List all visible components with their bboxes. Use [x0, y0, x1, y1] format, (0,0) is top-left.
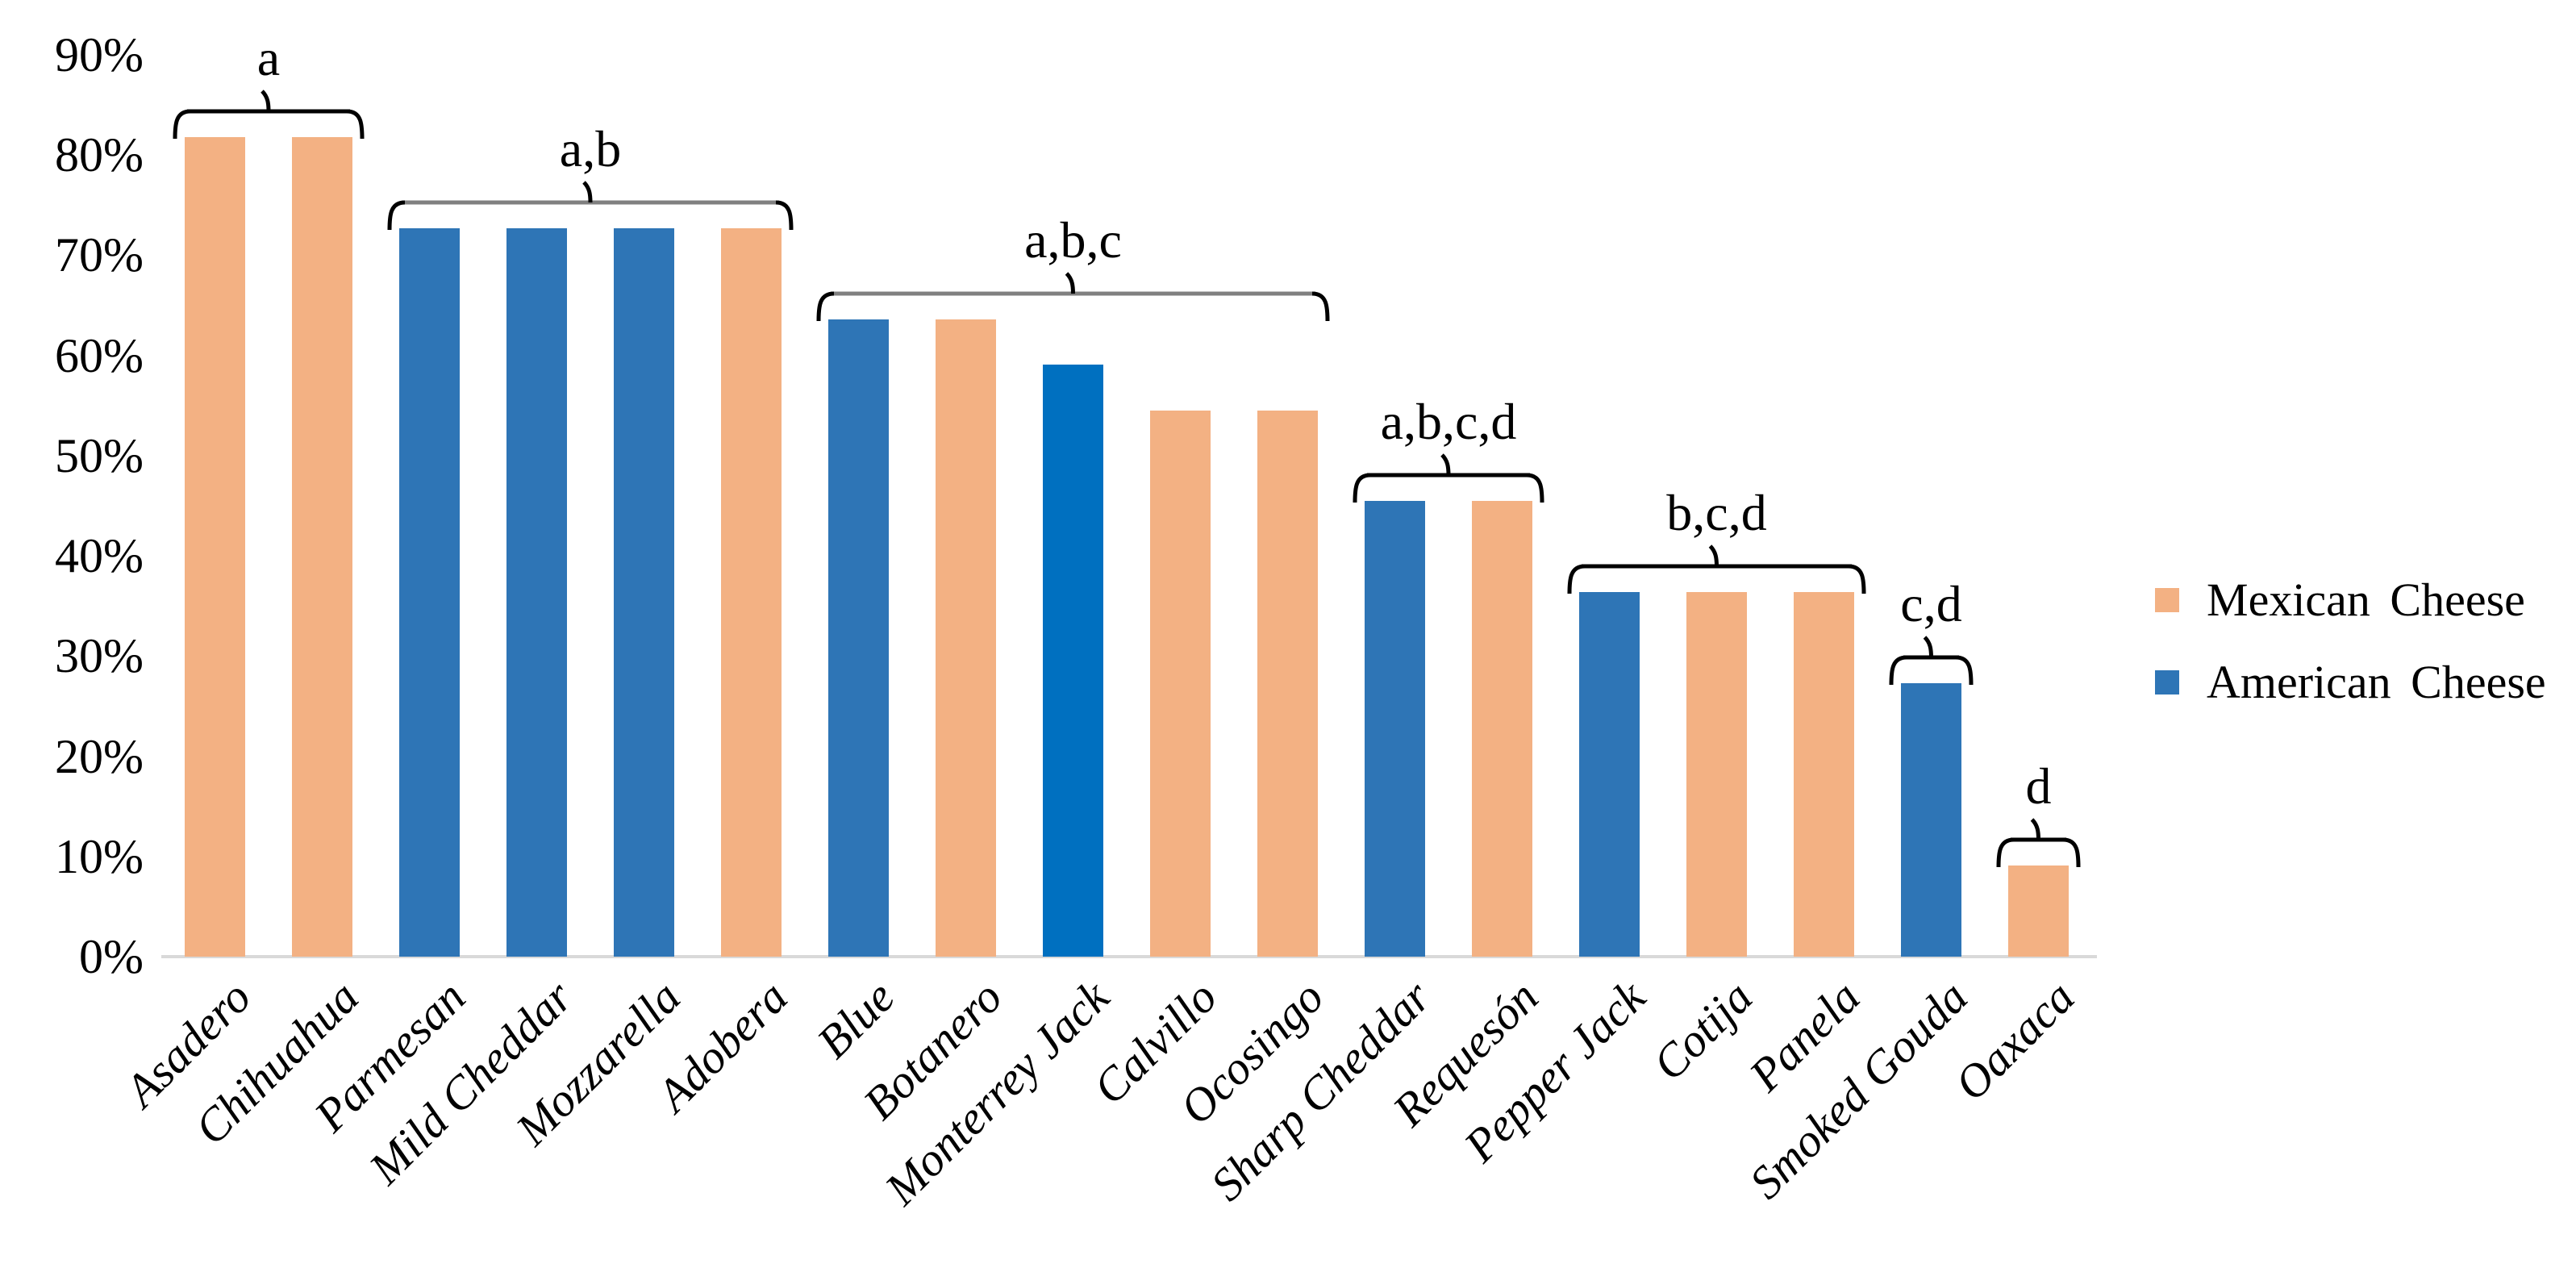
x-axis-label-blue: Blue: [807, 970, 905, 1069]
significance-bracket-a-b-c: [816, 272, 1330, 321]
bar-blue: [828, 319, 889, 957]
bar-adobera: [721, 227, 782, 957]
significance-label-a-b-c-d: a,b,c,d: [1380, 392, 1517, 450]
significance-bracket-d: [1996, 818, 2081, 867]
legend-item-mexican-cheese: Mexican Cheese: [2155, 576, 2525, 624]
significance-bracket-a-b: [387, 181, 794, 230]
significance-bracket-b-c-d: [1567, 544, 1866, 594]
significance-label-a-b-c: a,b,c: [1024, 211, 1122, 269]
x-axis-label-reques-n: Requesón: [1382, 970, 1549, 1137]
bar-parmesan: [399, 227, 460, 957]
x-axis-label-panela: Panela: [1739, 970, 1870, 1102]
bar-asadero: [185, 136, 245, 957]
y-axis-tick-label: 40%: [55, 529, 144, 583]
bar-ocosingo: [1257, 410, 1318, 957]
x-axis-label-pepper-jack: Pepper Jack: [1453, 970, 1656, 1172]
y-axis-tick-label: 50%: [55, 428, 144, 482]
legend-swatch-american-cheese-icon: [2155, 670, 2179, 694]
bar-botanero: [936, 319, 996, 957]
significance-bracket-a: [173, 90, 365, 139]
legend-item-american-cheese: American Cheese: [2155, 658, 2546, 707]
x-axis-label-monterrey-jack: Monterrey Jack: [874, 970, 1119, 1216]
x-axis-label-mild-cheddar: Mild Cheddar: [359, 970, 583, 1195]
bar-reques-n: [1472, 500, 1532, 957]
bar-monterrey-jack: [1043, 364, 1103, 957]
significance-bracket-c-d: [1889, 636, 1974, 685]
x-axis-line: [161, 955, 2097, 958]
significance-label-a: a: [256, 28, 281, 86]
bar-calvillo: [1150, 410, 1211, 957]
y-axis-tick-label: 90%: [55, 28, 144, 81]
x-axis-label-calvillo: Calvillo: [1082, 970, 1227, 1115]
x-axis-label-mozzarella: Mozzarella: [505, 970, 690, 1156]
bar-mozzarella: [614, 227, 674, 957]
x-axis-label-oaxaca: Oaxaca: [1945, 970, 2085, 1111]
y-axis-tick-label: 10%: [55, 829, 144, 883]
significance-label-c-d: c,d: [1900, 574, 1962, 632]
x-axis-label-cotija: Cotija: [1643, 970, 1763, 1091]
bar-sharp-cheddar: [1365, 500, 1425, 957]
y-axis-tick-label: 20%: [55, 729, 144, 783]
significance-bracket-a-b-c-d: [1353, 453, 1544, 503]
y-axis-tick-label: 0%: [79, 930, 144, 983]
bar-panela: [1794, 591, 1854, 957]
x-axis-label-ocosingo: Ocosingo: [1169, 970, 1334, 1135]
bar-mild-cheddar: [506, 227, 567, 957]
bar-cotija: [1686, 591, 1747, 957]
legend-swatch-mexican-cheese-icon: [2155, 588, 2179, 612]
y-axis-tick-label: 80%: [55, 128, 144, 182]
bar-oaxaca: [2008, 865, 2069, 957]
bar-chihuahua: [292, 136, 352, 957]
bar-smoked-gouda: [1901, 682, 1961, 957]
x-axis-label-botanero: Botanero: [852, 970, 1012, 1130]
x-axis-label-adobera: Adobera: [646, 970, 798, 1122]
x-axis-label-smoked-gouda: Smoked Gouda: [1739, 970, 1978, 1209]
bar-pepper-jack: [1579, 591, 1640, 957]
significance-label-d: d: [2025, 757, 2052, 815]
y-axis-tick-label: 60%: [55, 328, 144, 382]
legend-label-american-cheese: American Cheese: [2207, 656, 2546, 708]
significance-label-b-c-d: b,c,d: [1666, 483, 1767, 541]
significance-label-a-b: a,b: [559, 119, 622, 177]
y-axis-tick-label: 30%: [55, 629, 144, 683]
legend-label-mexican-cheese: Mexican Cheese: [2207, 574, 2525, 626]
x-axis-label-sharp-cheddar: Sharp Cheddar: [1200, 970, 1441, 1211]
y-axis-tick-label: 70%: [55, 228, 144, 282]
